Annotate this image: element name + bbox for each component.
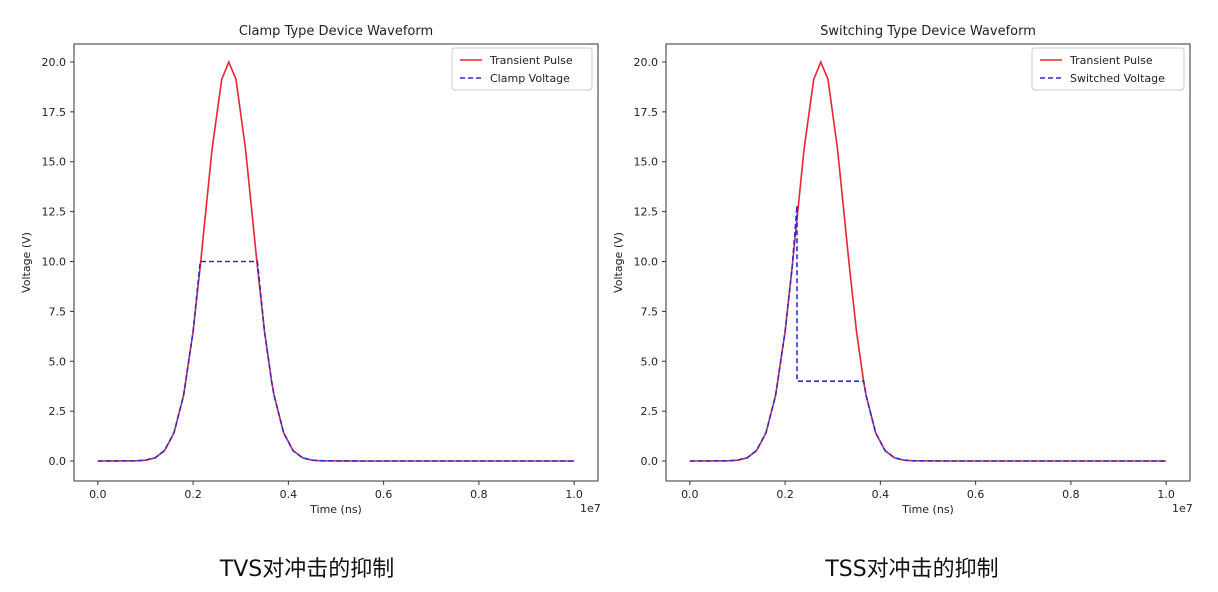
y-tick-label: 20.0 [42,56,67,69]
x-tick-label: 0.4 [872,488,890,501]
y-tick-label: 20.0 [634,56,659,69]
series-transient-pulse [97,59,575,462]
y-tick-label: 10.0 [634,256,659,269]
series-transient-pulse [689,59,1167,462]
legend-label: Switched Voltage [1070,72,1165,85]
legend-label: Clamp Voltage [490,72,570,85]
x-tick-label: 0.4 [280,488,298,501]
y-tick-label: 2.5 [49,405,67,418]
y-tick-label: 5.0 [49,355,67,368]
y-tick-label: 12.5 [42,206,67,219]
caption-right: TSS对冲击的抑制 [825,557,999,582]
y-tick-label: 17.5 [42,106,67,119]
legend-box [1031,47,1185,91]
y-tick-label: 2.5 [641,405,659,418]
series-switched-voltage [689,205,1167,462]
chart-1: Switching Type Device Waveform 0.0 0.2 0.4 0… [612,24,1193,516]
x-tick-label: 0.8 [470,488,488,501]
y-tick-label: 12.5 [634,206,659,219]
x-axis-label: Time (ns) [309,503,362,516]
y-tick-label: 7.5 [641,305,659,318]
chart-title: Switching Type Device Waveform [820,24,1036,39]
legend-box [451,47,593,91]
x-tick-label: 0.6 [375,488,393,501]
x-tick-label: 0.6 [967,488,985,501]
y-tick-label: 17.5 [634,106,659,119]
y-tick-label: 15.0 [634,156,659,169]
legend-label: Transient Pulse [1069,54,1153,67]
x-tick-label: 0.8 [1062,488,1080,501]
legend: Transient Pulse Switched Voltage [1031,47,1185,91]
caption-left: TVS对冲击的抑制 [219,557,395,582]
y-axis-label: Voltage (V) [20,232,33,293]
y-tick-label: 10.0 [42,256,67,269]
y-tick-label: 5.0 [641,355,659,368]
y-tick-label: 7.5 [49,305,67,318]
x-offset-label: 1e7 [580,502,601,515]
x-axis-label: Time (ns) [901,503,954,516]
y-tick-label: 15.0 [42,156,67,169]
axes-frame [665,43,1191,482]
x-tick-label: 1.0 [565,488,583,501]
y-axis-label: Voltage (V) [612,232,625,293]
series-clamp-voltage [97,260,575,462]
x-offset-label: 1e7 [1172,502,1193,515]
chart-0: Clamp Type Device Waveform 0.0 0.2 0.4 0.6 0.… [20,24,601,516]
x-tick-label: 0.2 [776,488,794,501]
x-tick-label: 0.0 [681,488,699,501]
axes-frame [73,43,599,482]
chart-title: Clamp Type Device Waveform [239,24,433,39]
x-tick-label: 0.2 [184,488,202,501]
x-tick-label: 1.0 [1157,488,1175,501]
x-tick-label: 0.0 [89,488,107,501]
y-tick-label: 0.0 [641,455,659,468]
legend-label: Transient Pulse [489,54,573,67]
y-tick-label: 0.0 [49,455,67,468]
legend: Transient Pulse Clamp Voltage [451,47,593,91]
